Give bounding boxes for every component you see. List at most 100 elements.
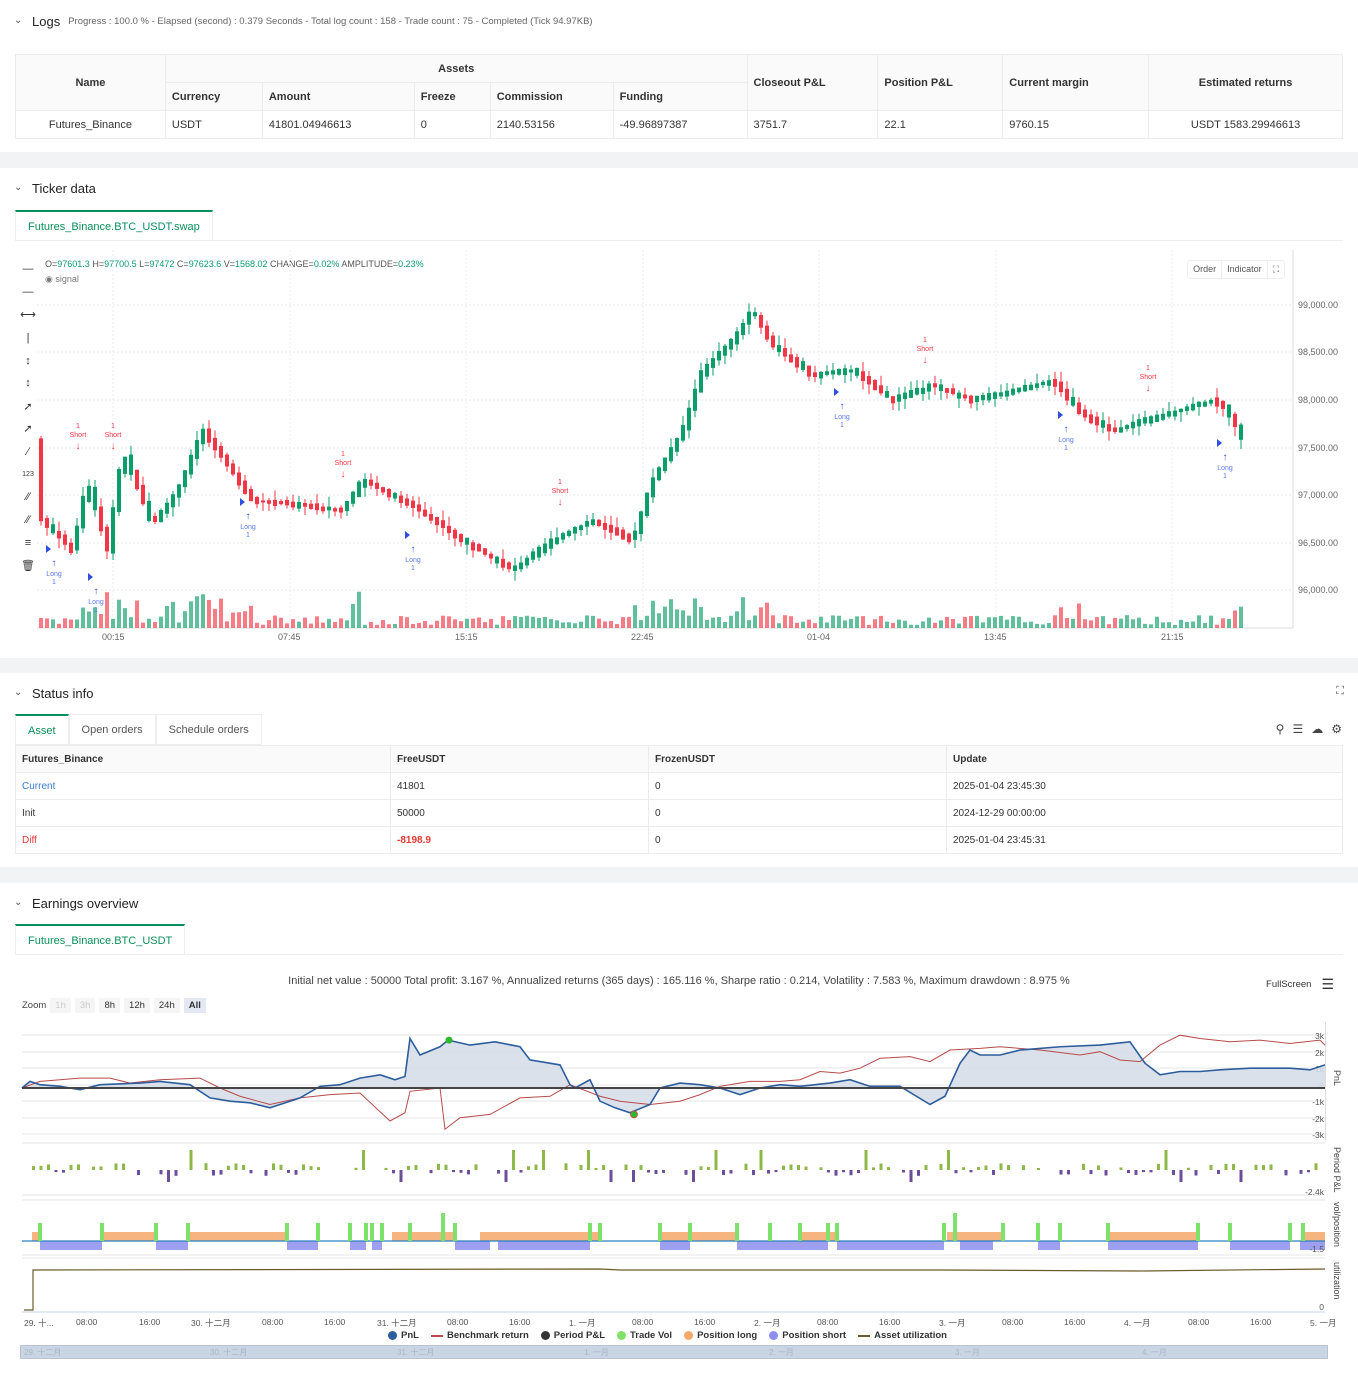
zoom-3h-button[interactable]: 3h: [74, 998, 96, 1013]
ticker-panel: ⌄ Ticker data Futures_Binance.BTC_USDT.s…: [0, 168, 1358, 658]
legend-pnl[interactable]: PnL: [388, 1330, 419, 1341]
col-current-margin: Current margin: [1002, 54, 1150, 111]
earnings-chart[interactable]: 3k2k1k0-1k-2k-3k-2.4k-1.50: [0, 1020, 1358, 1320]
vertical-line-icon[interactable]: |: [26, 331, 30, 344]
chevron-down-icon[interactable]: ⌄: [14, 182, 23, 193]
svg-text:1: 1: [558, 479, 562, 486]
parallel-line-icon[interactable]: ∕∕: [26, 491, 30, 504]
x-tick: 08:00: [632, 1317, 654, 1327]
horizontal-line-icon[interactable]: —: [22, 263, 34, 276]
col-frozen-usdt: FrozenUSDT: [648, 745, 947, 773]
svg-text:Long: Long: [1217, 465, 1233, 472]
row-label-diff: Diff: [15, 826, 391, 854]
table-row: Futures_Binance USDT 41801.04946613 0 21…: [15, 110, 1343, 139]
tab-btc-usdt[interactable]: Futures_Binance.BTC_USDT: [15, 924, 186, 954]
channel-icon[interactable]: ∕∕: [26, 514, 30, 527]
row-label-current[interactable]: Current: [15, 772, 391, 800]
expand-icon[interactable]: ⛶: [1336, 685, 1344, 697]
tab-btc-usdt-swap[interactable]: Futures_Binance.BTC_USDT.swap: [15, 210, 213, 240]
cell-funding: -49.96897387: [612, 110, 748, 139]
cell: 2025-01-04 23:45:30: [946, 772, 1343, 800]
horizontal-segment-icon[interactable]: ⟷: [20, 309, 36, 322]
cell-currency: USDT: [164, 110, 263, 139]
x-tick: 4. 一月: [1124, 1318, 1151, 1328]
x-tick: 5. 一月: [1310, 1318, 1337, 1328]
navigator-label: 1. 一月: [584, 1348, 609, 1357]
range-navigator[interactable]: [20, 1345, 1328, 1359]
cell-position-pnl: 22.1: [877, 110, 1004, 139]
candles-svg: 1Short↓1Short↓↑Long1↑Long11Short↓↑Long1↑…: [37, 250, 1294, 629]
eye-icon: ◉: [45, 274, 53, 284]
x-tick: 16:00: [694, 1317, 716, 1327]
col-closeout-pnl: Closeout P&L: [746, 54, 879, 111]
vertical-ray-icon[interactable]: ↕: [25, 354, 31, 367]
search-icon[interactable]: ⚲: [1275, 722, 1285, 736]
order-button[interactable]: Order: [1188, 261, 1223, 278]
legend-trade-vol[interactable]: Trade Vol: [617, 1330, 672, 1341]
cell-name: Futures_Binance: [15, 110, 166, 139]
trend-line-icon[interactable]: ➚: [23, 400, 33, 413]
svg-text:↑: ↑: [1223, 452, 1228, 463]
zoom-all-button[interactable]: All: [183, 998, 206, 1013]
indicator-button[interactable]: Indicator: [1222, 261, 1268, 278]
ticker-title: Ticker data: [32, 180, 96, 196]
svg-text:1: 1: [94, 607, 98, 614]
cell: 50000: [390, 799, 649, 827]
signal-toggle[interactable]: ◉ signal: [45, 274, 79, 284]
chevron-down-icon[interactable]: ⌄: [14, 897, 23, 908]
gear-icon[interactable]: ⚙: [1331, 722, 1342, 736]
horizontal-ray-icon[interactable]: —: [22, 286, 34, 299]
cloud-upload-icon[interactable]: ☁: [1311, 722, 1324, 736]
ray-line-icon[interactable]: ➚: [23, 423, 33, 436]
fullscreen-control: FullScreen ☰: [1266, 976, 1334, 993]
zoom-24h-button[interactable]: 24h: [153, 998, 180, 1013]
list-icon[interactable]: ☰: [1292, 722, 1304, 736]
zoom-12h-button[interactable]: 12h: [124, 998, 150, 1013]
fibonacci-icon[interactable]: ≡: [24, 536, 32, 549]
tab-open-orders[interactable]: Open orders: [68, 714, 156, 744]
tab-asset[interactable]: Asset: [15, 714, 69, 744]
navigator-label: 3. 一月: [955, 1348, 980, 1357]
svg-text:↓: ↓: [558, 497, 563, 508]
candlestick-chart[interactable]: — — ⟷ | ↕ ↕ ➚ ➚ ∕ 123 ∕∕ ∕∕ ≡ 🗑 O=97601.…: [15, 250, 1343, 650]
cell: -8198.9: [390, 826, 649, 854]
trash-icon[interactable]: 🗑: [21, 560, 35, 573]
zoom-1h-button[interactable]: 1h: [50, 998, 71, 1013]
menu-icon[interactable]: ☰: [1321, 976, 1334, 992]
vertical-segment-icon[interactable]: ↕: [25, 377, 31, 390]
x-tick: 16:00: [1064, 1317, 1086, 1327]
chevron-down-icon[interactable]: ⌄: [14, 687, 23, 698]
fullscreen-button[interactable]: FullScreen: [1266, 979, 1312, 990]
y-tick: 96,000.00: [1298, 585, 1339, 595]
chart-buttons: Order Indicator ⛶: [1187, 260, 1285, 279]
drawing-toolbar: — — ⟷ | ↕ ↕ ➚ ➚ ∕ 123 ∕∕ ∕∕ ≡ 🗑: [19, 258, 37, 577]
svg-text:-2k: -2k: [1312, 1114, 1325, 1124]
x-tick: 07:45: [278, 632, 301, 642]
cell-freeze: 0: [413, 110, 491, 139]
x-tick: 3. 一月: [939, 1318, 966, 1328]
expand-icon[interactable]: ⛶: [1272, 264, 1279, 274]
legend-benchmark[interactable]: Benchmark return: [430, 1330, 529, 1341]
earnings-panel: ⌄ Earnings overview Futures_Binance.BTC_…: [0, 883, 1358, 1382]
price-label-icon[interactable]: 123: [22, 471, 34, 479]
svg-text:1: 1: [341, 451, 345, 458]
tab-schedule-orders[interactable]: Schedule orders: [155, 714, 262, 744]
legend-position-long[interactable]: Position long: [684, 1330, 757, 1341]
chevron-down-icon[interactable]: ⌄: [14, 15, 23, 26]
legend-asset-utilization[interactable]: Asset utilization: [858, 1330, 947, 1341]
col-freeze: Freeze: [413, 82, 491, 111]
svg-text:↑: ↑: [94, 586, 99, 597]
svg-text:↓: ↓: [1146, 383, 1151, 394]
svg-text:↑: ↑: [52, 558, 57, 569]
zoom-8h-button[interactable]: 8h: [99, 998, 121, 1013]
svg-text:↑: ↑: [411, 544, 416, 555]
svg-text:Short: Short: [917, 346, 934, 353]
zoom-label: Zoom: [22, 1000, 47, 1011]
cell-closeout-pnl: 3751.7: [746, 110, 879, 139]
x-tick: 1. 一月: [569, 1318, 596, 1328]
x-tick: 08:00: [262, 1317, 284, 1327]
legend-position-short[interactable]: Position short: [769, 1330, 846, 1341]
legend-period-pnl[interactable]: Period P&L: [540, 1330, 605, 1341]
segment-line-icon[interactable]: ∕: [27, 445, 29, 458]
cell-amount: 41801.04946613: [261, 110, 415, 139]
